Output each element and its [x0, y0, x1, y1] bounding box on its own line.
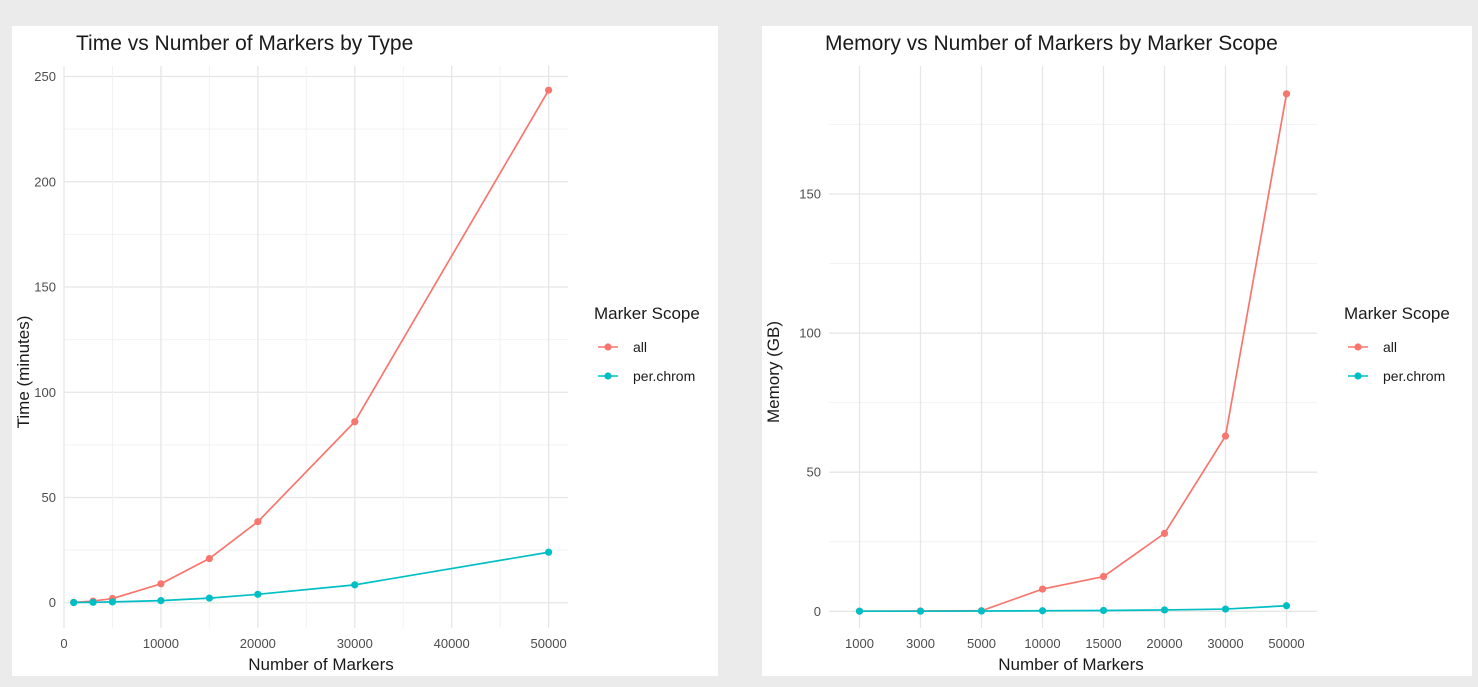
x-tick-label: 15000 — [1085, 636, 1121, 651]
data-point-all — [157, 580, 165, 588]
time-chart-panel: Time vs Number of Markers by Type Number… — [12, 26, 718, 676]
legend-item-all: all — [598, 339, 647, 355]
data-point-per-chrom — [1160, 606, 1169, 614]
data-point-per-chrom — [1038, 607, 1047, 615]
series-line-all — [73, 89, 550, 604]
x-tick-label: 30000 — [337, 636, 373, 651]
data-point-all — [1160, 529, 1169, 538]
data-point-per-chrom — [545, 548, 553, 556]
data-point-all — [254, 518, 262, 526]
x-tick-label: 5000 — [967, 636, 996, 651]
y-tick-label: 50 — [807, 465, 821, 480]
legend-label-per-chrom: per.chrom — [633, 368, 695, 384]
legend-item-all: all — [1348, 339, 1397, 355]
memory-chart-panel: Memory vs Number of Markers by Marker Sc… — [762, 26, 1472, 676]
x-axis-title: Number of Markers — [248, 655, 393, 674]
series-line-per-chrom — [73, 551, 549, 604]
x-tick-label: 50000 — [531, 636, 567, 651]
data-point-per-chrom — [1099, 606, 1108, 615]
y-tick-label: 0 — [49, 595, 56, 610]
data-point-per-chrom — [254, 590, 262, 598]
x-tick-label: 50000 — [1268, 636, 1304, 651]
data-point-per-chrom — [205, 594, 213, 602]
legend-item-per-chrom: per.chrom — [1348, 368, 1445, 384]
x-tick-label: 30000 — [1207, 636, 1243, 651]
y-tick-label: 100 — [799, 326, 821, 341]
data-point-per-chrom — [855, 607, 864, 615]
data-point-per-chrom — [108, 598, 117, 606]
data-point-per-chrom — [1282, 602, 1291, 610]
legend-key-marker-per-chrom — [604, 372, 612, 380]
legend-label-all: all — [633, 339, 647, 355]
x-tick-label: 0 — [60, 636, 67, 651]
legend-key-marker-per-chrom — [1354, 372, 1362, 380]
x-tick-label: 1000 — [845, 636, 874, 651]
y-tick-label: 100 — [34, 385, 56, 400]
chart-title: Time vs Number of Markers by Type — [76, 32, 413, 55]
data-point-all — [1038, 585, 1047, 593]
time-vs-markers-chart: Time vs Number of Markers by Type Number… — [14, 32, 700, 674]
x-tick-label: 10000 — [1024, 636, 1060, 651]
grid — [63, 66, 568, 628]
x-axis-title: Number of Markers — [998, 655, 1143, 674]
data-point-per-chrom — [916, 607, 925, 615]
data-point-per-chrom — [70, 598, 78, 607]
data-point-all — [205, 554, 213, 563]
series-line-all — [859, 93, 1288, 613]
data-point-all — [1099, 572, 1108, 581]
x-tick-label: 20000 — [240, 636, 276, 651]
chart-title: Memory vs Number of Markers by Marker Sc… — [825, 32, 1278, 55]
y-tick-label: 50 — [42, 490, 56, 505]
data-point-per-chrom — [1221, 605, 1230, 613]
data-point-all — [1282, 90, 1291, 98]
y-tick-label: 150 — [34, 280, 56, 295]
series-line-per-chrom — [859, 604, 1287, 613]
data-point-all — [1221, 432, 1230, 440]
legend-title: Marker Scope — [1344, 304, 1450, 323]
y-tick-label: 150 — [799, 186, 821, 201]
legend-key-marker-all — [1354, 343, 1362, 351]
y-tick-label: 250 — [34, 69, 56, 84]
data-point-per-chrom — [157, 597, 165, 605]
y-axis-title: Time (minutes) — [14, 316, 33, 429]
legend-label-all: all — [1383, 339, 1397, 355]
x-tick-label: 20000 — [1146, 636, 1182, 651]
memory-vs-markers-chart: Memory vs Number of Markers by Marker Sc… — [764, 32, 1450, 674]
data-point-per-chrom — [351, 581, 359, 589]
legend-item-per-chrom: per.chrom — [598, 368, 695, 384]
x-tick-label: 3000 — [906, 636, 935, 651]
x-tick-label: 10000 — [143, 636, 179, 651]
legend-title: Marker Scope — [594, 304, 700, 323]
legend-label-per-chrom: per.chrom — [1383, 368, 1445, 384]
grid — [829, 66, 1317, 628]
data-point-all — [351, 418, 359, 426]
y-axis-title: Memory (GB) — [764, 321, 783, 423]
y-tick-label: 0 — [814, 604, 821, 619]
x-tick-label: 40000 — [434, 636, 470, 651]
data-point-all — [545, 86, 553, 94]
data-point-per-chrom — [977, 607, 986, 615]
legend-key-marker-all — [604, 343, 612, 351]
y-tick-label: 200 — [34, 174, 56, 189]
data-point-per-chrom — [89, 598, 97, 606]
